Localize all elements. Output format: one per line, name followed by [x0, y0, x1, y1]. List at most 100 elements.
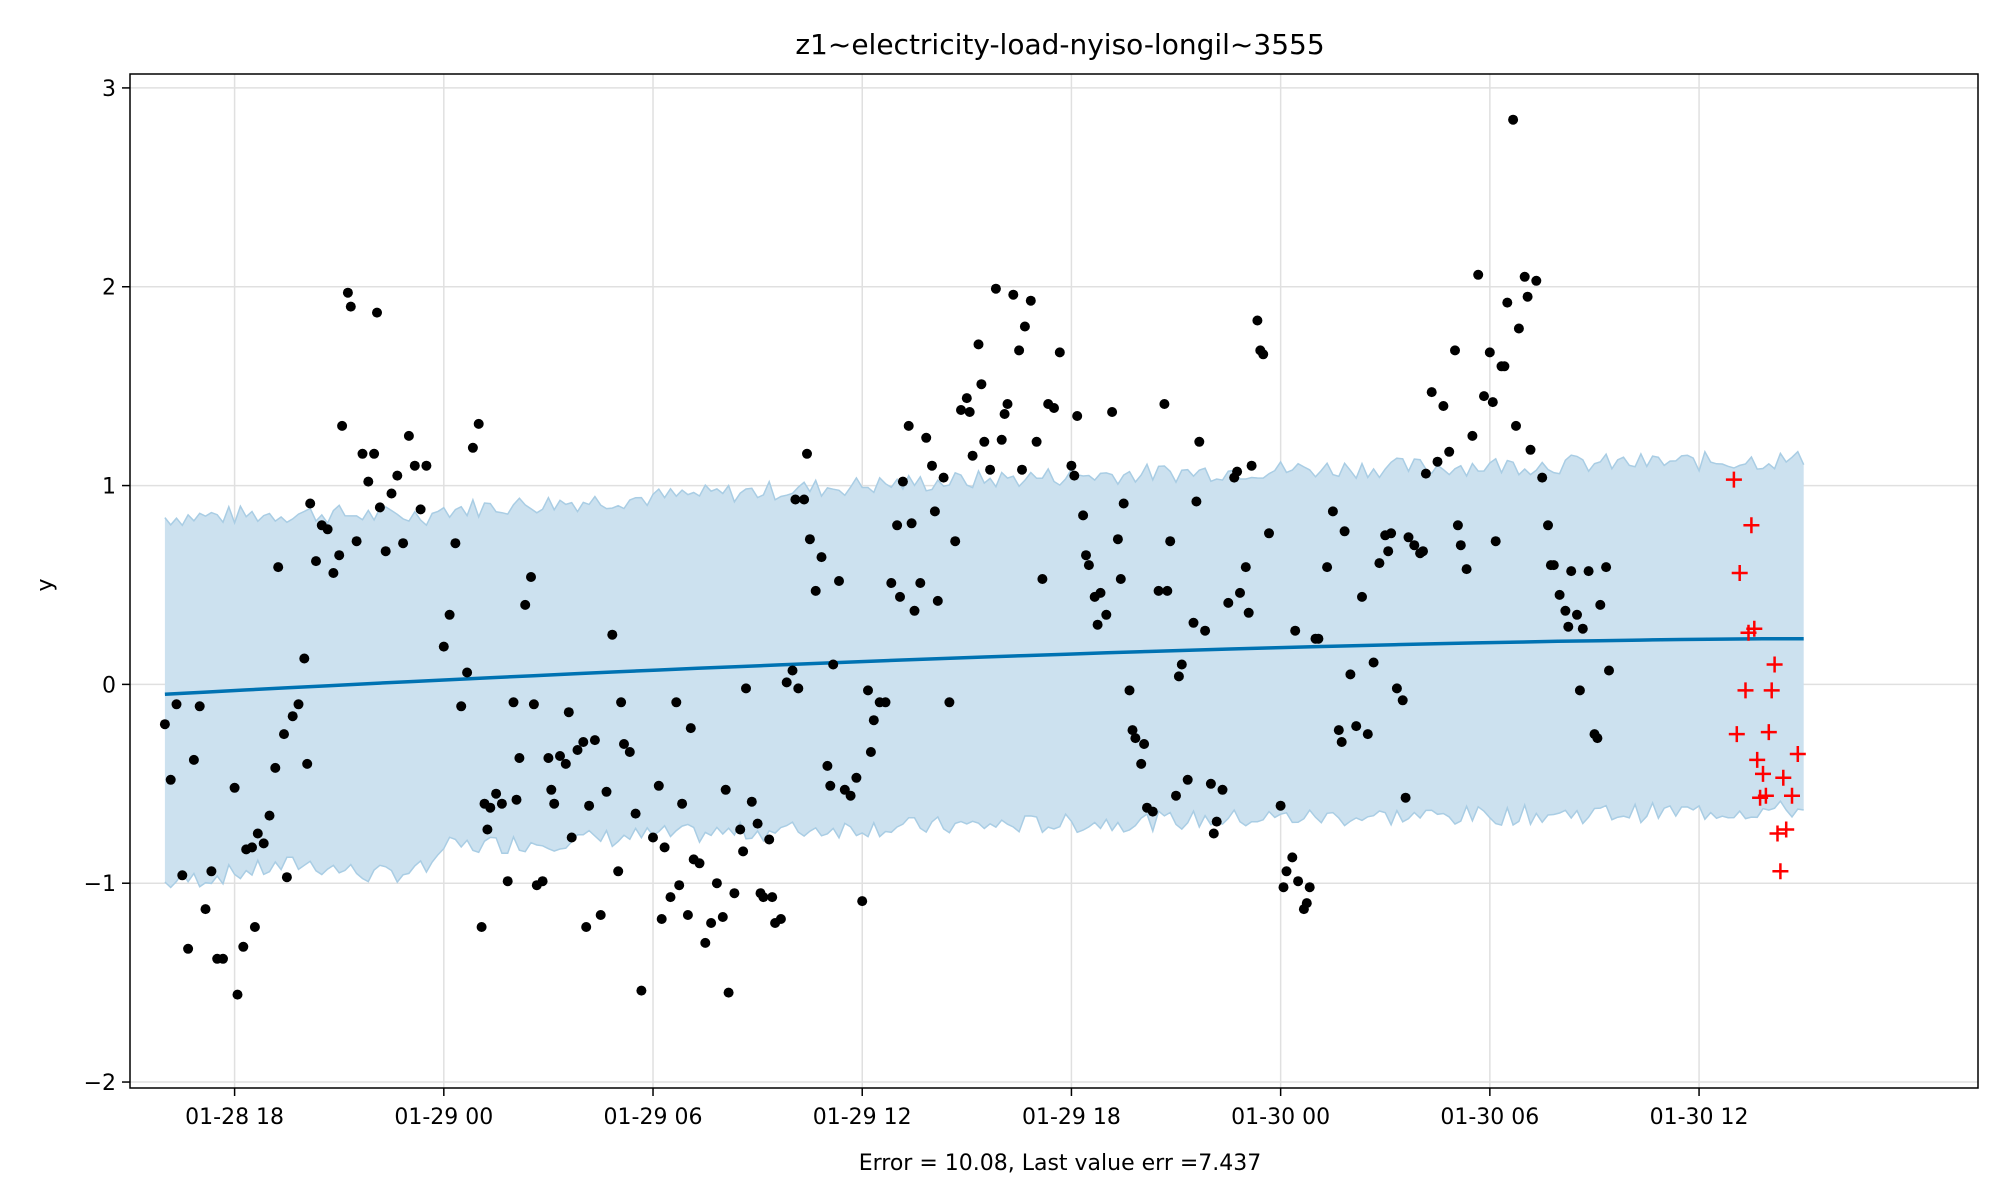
observed-point [741, 683, 751, 694]
observed-point [1092, 619, 1103, 630]
observed-point [584, 800, 595, 811]
observed-point [630, 808, 641, 819]
observed-point [476, 922, 487, 932]
observed-point [491, 788, 502, 799]
observed-point [270, 762, 281, 773]
observed-point [868, 715, 879, 726]
observed-point [462, 667, 473, 678]
observed-point [1176, 659, 1187, 670]
observed-point [1118, 498, 1129, 509]
observed-point [1115, 574, 1126, 584]
observed-point [758, 892, 769, 903]
observed-point [1455, 540, 1466, 551]
observed-point [1368, 657, 1379, 668]
x-tick-label: 01-30 12 [1650, 1105, 1749, 1130]
observed-point [909, 605, 920, 616]
observed-point [865, 747, 876, 757]
observed-point [1479, 391, 1489, 402]
observed-point [711, 878, 722, 889]
observed-point [1211, 816, 1222, 827]
observed-point [526, 572, 536, 582]
observed-point [1327, 506, 1338, 517]
observed-point [1258, 349, 1269, 360]
observed-point [1264, 528, 1274, 539]
observed-point [1101, 609, 1112, 620]
observed-point [1554, 589, 1565, 600]
observed-point [177, 870, 188, 881]
test-point [1784, 787, 1800, 804]
observed-point [967, 450, 978, 461]
observed-point [1566, 566, 1577, 577]
observed-point [555, 751, 565, 761]
observed-point [543, 753, 554, 763]
observed-point [581, 922, 592, 932]
observed-point [706, 918, 717, 928]
observed-point [956, 405, 966, 415]
observed-point [1400, 792, 1411, 803]
observed-point [601, 786, 612, 797]
observed-point [1025, 295, 1036, 306]
observed-point [1205, 778, 1216, 789]
observed-point [345, 301, 356, 312]
observed-point [1583, 566, 1594, 577]
observed-point [1017, 464, 1027, 475]
observed-point [1499, 361, 1510, 372]
observed-point [822, 760, 833, 771]
observed-point [729, 888, 740, 899]
observed-point [834, 576, 844, 586]
observed-point [1130, 733, 1141, 744]
observed-point [1490, 536, 1501, 547]
observed-point [1072, 411, 1083, 421]
observed-point [1513, 323, 1524, 334]
test-point [1772, 863, 1789, 880]
x-axis-ticks: 01-28 18 01-29 00 01-29 06 01-29 12 01-29 18… [185, 1088, 1749, 1130]
observed-point [1420, 468, 1431, 479]
observed-point [717, 912, 728, 922]
observed-point [171, 699, 182, 710]
observed-point [206, 866, 217, 877]
observed-point [566, 832, 577, 843]
observed-point [653, 780, 664, 791]
observed-point [1592, 733, 1603, 744]
test-point [1746, 620, 1763, 637]
observed-point [671, 697, 682, 708]
observed-point [1403, 532, 1414, 543]
observed-point [1127, 725, 1138, 736]
x-tick-label: 01-29 00 [394, 1105, 493, 1130]
test-point [1743, 517, 1760, 534]
observed-point [1159, 399, 1170, 409]
observed-point [886, 578, 897, 588]
test-point [1789, 746, 1806, 762]
observed-point [897, 476, 908, 487]
x-tick-label: 01-30 00 [1231, 1105, 1330, 1130]
observed-point [921, 432, 932, 443]
observed-point [1487, 397, 1498, 408]
observed-point [528, 699, 539, 710]
observed-point [450, 538, 461, 549]
observed-point [828, 659, 839, 670]
observed-point [415, 504, 426, 515]
test-point [1749, 751, 1766, 768]
observed-point [659, 842, 670, 853]
observed-point [1577, 623, 1588, 634]
observed-point [520, 599, 531, 610]
observed-point [804, 534, 815, 545]
observed-point [188, 754, 199, 765]
observed-point [682, 910, 693, 920]
observed-point [1153, 585, 1164, 596]
observed-point [549, 798, 560, 809]
observed-point [857, 896, 868, 907]
uncertainty-band [164, 451, 1804, 888]
observed-point [1173, 671, 1184, 682]
observed-point [1139, 739, 1150, 749]
observed-point [1223, 597, 1234, 608]
observed-point [1252, 315, 1263, 326]
observed-point [752, 818, 763, 829]
observed-point [1548, 560, 1559, 571]
plot-frame [129, 73, 1979, 1089]
observed-point [636, 985, 647, 996]
observed-point [1107, 407, 1118, 417]
observed-point [1313, 633, 1324, 644]
y-tick-label: 2 [102, 276, 116, 301]
